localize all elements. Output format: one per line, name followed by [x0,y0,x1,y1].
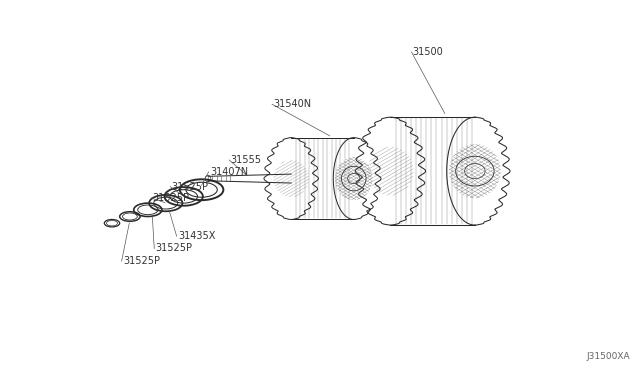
Text: 31435X: 31435X [178,231,215,241]
Text: 31525P: 31525P [152,193,189,203]
Text: 31500: 31500 [413,47,444,57]
Text: 31525P: 31525P [123,256,160,266]
Text: 31540N: 31540N [273,99,312,109]
Text: 31555: 31555 [230,155,261,165]
Text: 31407N: 31407N [210,167,248,177]
Text: 31525P: 31525P [172,182,209,192]
Text: J31500XA: J31500XA [587,352,630,361]
Text: 31525P: 31525P [156,244,193,253]
